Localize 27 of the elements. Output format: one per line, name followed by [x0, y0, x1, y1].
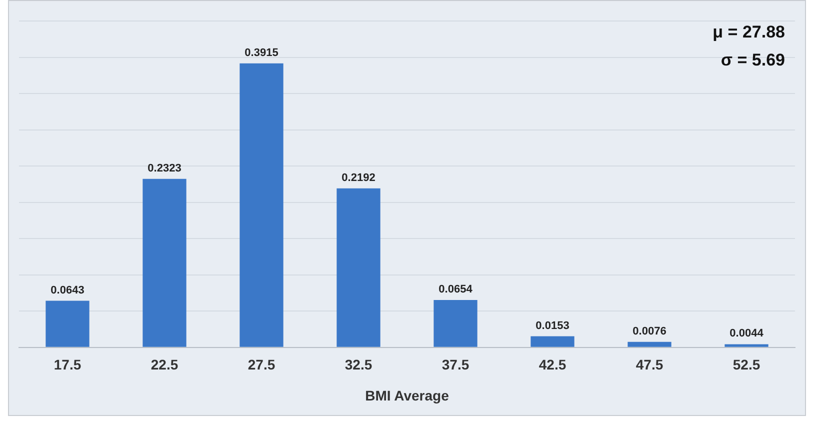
x-tick-label: 27.5: [248, 356, 276, 373]
x-tick-label: 17.5: [54, 356, 82, 373]
bar: [724, 344, 768, 347]
bar: [142, 178, 186, 347]
x-tick-label: 37.5: [442, 356, 470, 373]
data-label: 0.0153: [536, 320, 570, 332]
data-label: 0.0044: [730, 328, 764, 340]
data-label: 0.0654: [438, 283, 474, 296]
bar: [530, 336, 574, 347]
data-label: 0.3915: [244, 46, 278, 59]
annotation: μ = 27.88: [712, 22, 785, 42]
x-axis-title: BMI Average: [365, 387, 450, 404]
data-label: 0.2323: [148, 162, 182, 174]
data-label: 0.0076: [632, 325, 666, 338]
bar: [336, 188, 380, 347]
x-tick-label: 22.5: [150, 356, 178, 373]
x-tick-label: 42.5: [538, 356, 566, 373]
bar: [240, 63, 284, 347]
x-tick-label: 52.5: [732, 356, 760, 373]
data-label: 0.0643: [50, 284, 84, 296]
bar: [434, 300, 478, 347]
x-tick-label: 32.5: [344, 356, 372, 373]
data-label: 0.2192: [342, 172, 376, 184]
annotation: σ = 5.69: [720, 50, 785, 70]
bar: [628, 342, 672, 347]
bar: [46, 300, 90, 347]
x-tick-label: 47.5: [636, 356, 664, 373]
